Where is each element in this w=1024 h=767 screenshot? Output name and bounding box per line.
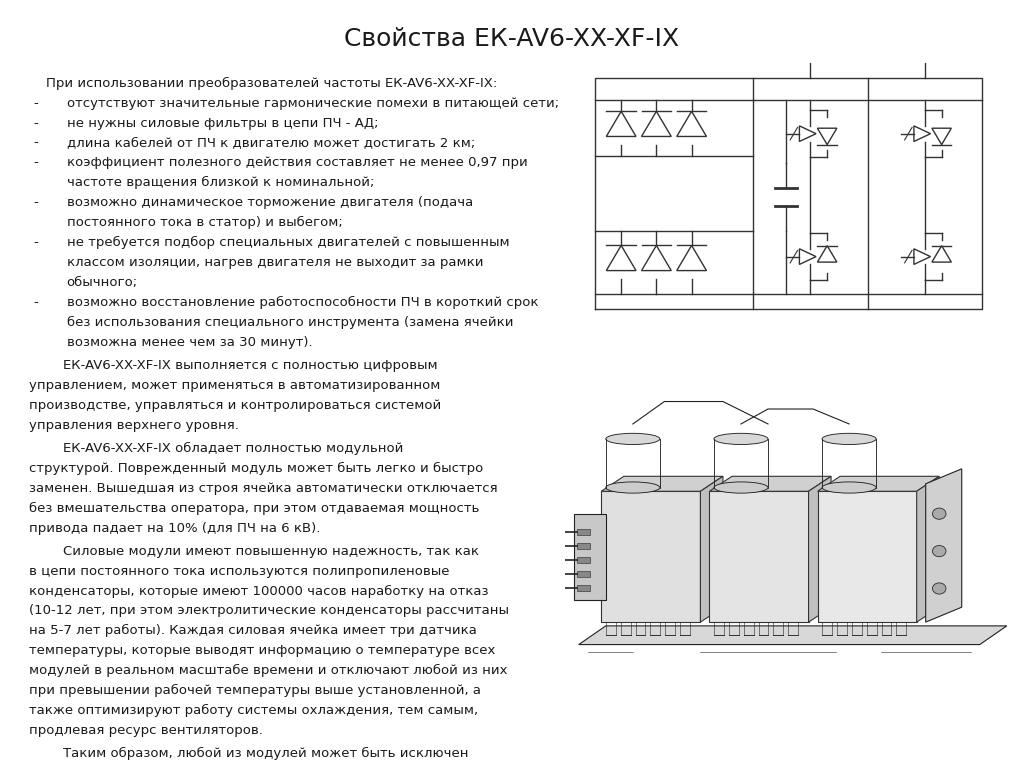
Circle shape: [933, 508, 946, 519]
Text: без вмешательства оператора, при этом отдаваемая мощность: без вмешательства оператора, при этом от…: [29, 502, 479, 515]
Polygon shape: [700, 476, 723, 622]
Text: постоянного тока в статор) и выбегом;: постоянного тока в статор) и выбегом;: [67, 216, 342, 229]
Text: При использовании преобразователей частоты ЕК-AV6-XX-XF-IX:: При использовании преобразователей часто…: [29, 77, 497, 90]
Text: также оптимизируют работу системы охлаждения, тем самым,: также оптимизируют работу системы охлажд…: [29, 704, 478, 717]
Text: заменен. Вышедшая из строя ячейка автоматически отключается: заменен. Вышедшая из строя ячейка автома…: [29, 482, 498, 495]
Ellipse shape: [714, 482, 768, 493]
Ellipse shape: [606, 482, 659, 493]
Polygon shape: [579, 626, 1007, 644]
Circle shape: [933, 545, 946, 557]
Text: -: -: [34, 236, 39, 249]
Text: -: -: [34, 296, 39, 309]
Text: длина кабелей от ПЧ к двигателю может достигать 2 км;: длина кабелей от ПЧ к двигателю может до…: [67, 137, 475, 150]
Text: производстве, управляться и контролироваться системой: производстве, управляться и контролирова…: [29, 399, 441, 412]
Text: -: -: [34, 97, 39, 110]
Text: модулей в реальном масштабе времени и отключают любой из них: модулей в реальном масштабе времени и от…: [29, 664, 507, 677]
Text: -: -: [34, 196, 39, 209]
Ellipse shape: [822, 433, 877, 445]
Text: частоте вращения близкой к номинальной;: частоте вращения близкой к номинальной;: [67, 176, 374, 189]
Text: возможна менее чем за 30 минут).: возможна менее чем за 30 минут).: [67, 336, 312, 349]
Text: коэффициент полезного действия составляет не менее 0,97 при: коэффициент полезного действия составляе…: [67, 156, 527, 170]
Text: -: -: [34, 156, 39, 170]
Text: (10-12 лет, при этом электролитические конденсаторы рассчитаны: (10-12 лет, при этом электролитические к…: [29, 604, 509, 617]
Text: возможно восстановление работоспособности ПЧ в короткий срок: возможно восстановление работоспособност…: [67, 296, 538, 309]
Text: классом изоляции, нагрев двигателя не выходит за рамки: классом изоляции, нагрев двигателя не вы…: [67, 256, 483, 269]
Polygon shape: [809, 476, 831, 622]
Ellipse shape: [714, 433, 768, 445]
Polygon shape: [574, 514, 606, 600]
Text: структурой. Поврежденный модуль может быть легко и быстро: структурой. Поврежденный модуль может бы…: [29, 462, 483, 475]
Polygon shape: [577, 571, 590, 578]
Text: -: -: [34, 137, 39, 150]
Text: Таким образом, любой из модулей может быть исключен: Таким образом, любой из модулей может бы…: [29, 747, 468, 760]
Text: не требуется подбор специальных двигателей с повышенным: не требуется подбор специальных двигател…: [67, 236, 509, 249]
Polygon shape: [710, 491, 809, 622]
Text: управления верхнего уровня.: управления верхнего уровня.: [29, 419, 239, 432]
Ellipse shape: [822, 482, 877, 493]
Polygon shape: [577, 557, 590, 563]
Text: возможно динамическое торможение двигателя (подача: возможно динамическое торможение двигате…: [67, 196, 473, 209]
Polygon shape: [577, 528, 590, 535]
Text: не нужны силовые фильтры в цепи ПЧ - АД;: не нужны силовые фильтры в цепи ПЧ - АД;: [67, 117, 378, 130]
Polygon shape: [601, 491, 700, 622]
Polygon shape: [817, 476, 939, 491]
Text: управлением, может применяться в автоматизированном: управлением, может применяться в автомат…: [29, 379, 440, 392]
Text: без использования специального инструмента (замена ячейки: без использования специального инструмен…: [67, 316, 513, 329]
Text: ЕК-AV6-XX-XF-IX выполняется с полностью цифровым: ЕК-AV6-XX-XF-IX выполняется с полностью …: [29, 359, 437, 372]
Ellipse shape: [606, 433, 659, 445]
Text: отсутствуют значительные гармонические помехи в питающей сети;: отсутствуют значительные гармонические п…: [67, 97, 559, 110]
Polygon shape: [916, 476, 939, 622]
Text: конденсаторы, которые имеют 100000 часов наработку на отказ: конденсаторы, которые имеют 100000 часов…: [29, 584, 488, 597]
Polygon shape: [926, 469, 962, 622]
Text: Свойства ЕК-AV6-XX-XF-IX: Свойства ЕК-AV6-XX-XF-IX: [344, 27, 680, 51]
Circle shape: [933, 583, 946, 594]
Text: при превышении рабочей температуры выше установленной, а: при превышении рабочей температуры выше …: [29, 684, 480, 697]
Polygon shape: [577, 585, 590, 591]
Text: обычного;: обычного;: [67, 276, 137, 289]
Text: продлевая ресурс вентиляторов.: продлевая ресурс вентиляторов.: [29, 724, 262, 737]
Polygon shape: [710, 476, 831, 491]
Polygon shape: [577, 543, 590, 549]
Text: температуры, которые выводят информацию о температуре всех: температуры, которые выводят информацию …: [29, 644, 495, 657]
Text: в цепи постоянного тока используются полипропиленовые: в цепи постоянного тока используются пол…: [29, 565, 450, 578]
Text: привода падает на 10% (для ПЧ на 6 кВ).: привода падает на 10% (для ПЧ на 6 кВ).: [29, 522, 321, 535]
Text: Силовые модули имеют повышенную надежность, так как: Силовые модули имеют повышенную надежнос…: [29, 545, 478, 558]
Polygon shape: [601, 476, 723, 491]
Text: -: -: [34, 117, 39, 130]
Polygon shape: [817, 491, 916, 622]
Text: ЕК-AV6-XX-XF-IX обладает полностью модульной: ЕК-AV6-XX-XF-IX обладает полностью модул…: [29, 442, 403, 455]
Text: на 5-7 лет работы). Каждая силовая ячейка имеет три датчика: на 5-7 лет работы). Каждая силовая ячейк…: [29, 624, 476, 637]
